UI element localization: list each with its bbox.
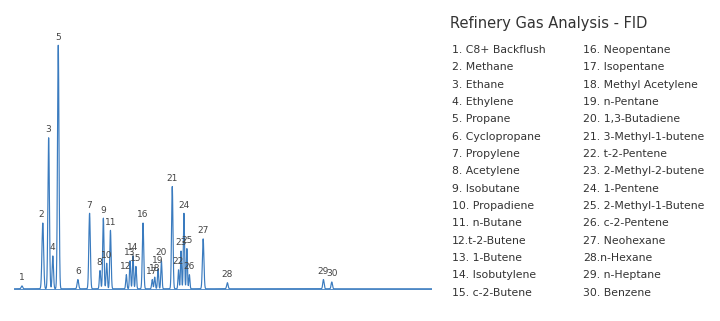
- Text: 27: 27: [197, 226, 209, 235]
- Text: 5. Propane: 5. Propane: [452, 114, 510, 124]
- Text: 3: 3: [46, 125, 52, 134]
- Text: 4: 4: [50, 243, 55, 252]
- Text: 12: 12: [120, 262, 132, 271]
- Text: 23. 2-Methyl-2-butene: 23. 2-Methyl-2-butene: [583, 166, 704, 176]
- Text: 14: 14: [127, 243, 139, 252]
- Text: 9. Isobutane: 9. Isobutane: [452, 184, 520, 194]
- Text: 5: 5: [55, 33, 61, 42]
- Text: 4. Ethylene: 4. Ethylene: [452, 97, 513, 107]
- Text: 3. Ethane: 3. Ethane: [452, 80, 504, 90]
- Text: 8. Acetylene: 8. Acetylene: [452, 166, 520, 176]
- Text: 26: 26: [184, 262, 195, 271]
- Text: 30: 30: [326, 269, 338, 278]
- Text: 19: 19: [153, 256, 164, 265]
- Text: 25. 2-Methyl-1-Butene: 25. 2-Methyl-1-Butene: [583, 201, 705, 211]
- Text: 22. t-2-Pentene: 22. t-2-Pentene: [583, 149, 667, 159]
- Text: 29. n-Heptane: 29. n-Heptane: [583, 270, 661, 280]
- Text: 15: 15: [130, 254, 142, 263]
- Text: 6: 6: [75, 267, 81, 276]
- Text: 17. Isopentane: 17. Isopentane: [583, 62, 665, 72]
- Text: 6. Cyclopropane: 6. Cyclopropane: [452, 132, 541, 142]
- Text: Refinery Gas Analysis - FID: Refinery Gas Analysis - FID: [450, 16, 647, 31]
- Text: 11: 11: [104, 218, 116, 227]
- Text: 18: 18: [149, 265, 161, 273]
- Text: 24: 24: [179, 201, 189, 210]
- Text: 2. Methane: 2. Methane: [452, 62, 513, 72]
- Text: 1. C8+ Backflush: 1. C8+ Backflush: [452, 45, 546, 55]
- Text: 16: 16: [138, 210, 149, 219]
- Text: 13: 13: [125, 248, 136, 257]
- Text: 20: 20: [156, 248, 167, 257]
- Text: 29: 29: [318, 267, 329, 276]
- Text: 7: 7: [86, 201, 92, 210]
- Text: 19. n-Pentane: 19. n-Pentane: [583, 97, 659, 107]
- Text: 11. n-Butane: 11. n-Butane: [452, 218, 522, 228]
- Text: 25: 25: [181, 236, 192, 245]
- Text: 15. c-2-Butene: 15. c-2-Butene: [452, 288, 532, 298]
- Text: 12.t-2-Butene: 12.t-2-Butene: [452, 236, 527, 246]
- Text: 26. c-2-Pentene: 26. c-2-Pentene: [583, 218, 669, 228]
- Text: 28.n-Hexane: 28.n-Hexane: [583, 253, 652, 263]
- Text: 21. 3-Methyl-1-butene: 21. 3-Methyl-1-butene: [583, 132, 704, 142]
- Text: 30. Benzene: 30. Benzene: [583, 288, 651, 298]
- Text: 22: 22: [172, 257, 184, 266]
- Text: 7. Propylene: 7. Propylene: [452, 149, 520, 159]
- Text: 17: 17: [145, 267, 157, 276]
- Text: 21: 21: [166, 174, 178, 183]
- Text: 13. 1-Butene: 13. 1-Butene: [452, 253, 522, 263]
- Text: 18. Methyl Acetylene: 18. Methyl Acetylene: [583, 80, 698, 90]
- Text: 24. 1-Pentene: 24. 1-Pentene: [583, 184, 659, 194]
- Text: 20. 1,3-Butadiene: 20. 1,3-Butadiene: [583, 114, 680, 124]
- Text: 8: 8: [96, 258, 102, 267]
- Text: 27. Neohexane: 27. Neohexane: [583, 236, 665, 246]
- Text: 10: 10: [101, 251, 112, 260]
- Text: 28: 28: [222, 270, 233, 279]
- Text: 23: 23: [176, 239, 186, 247]
- Text: 2: 2: [39, 210, 45, 219]
- Text: 16. Neopentane: 16. Neopentane: [583, 45, 671, 55]
- Text: 9: 9: [101, 205, 107, 214]
- Text: 14. Isobutylene: 14. Isobutylene: [452, 270, 536, 280]
- Text: 1: 1: [19, 273, 24, 282]
- Text: 10. Propadiene: 10. Propadiene: [452, 201, 534, 211]
